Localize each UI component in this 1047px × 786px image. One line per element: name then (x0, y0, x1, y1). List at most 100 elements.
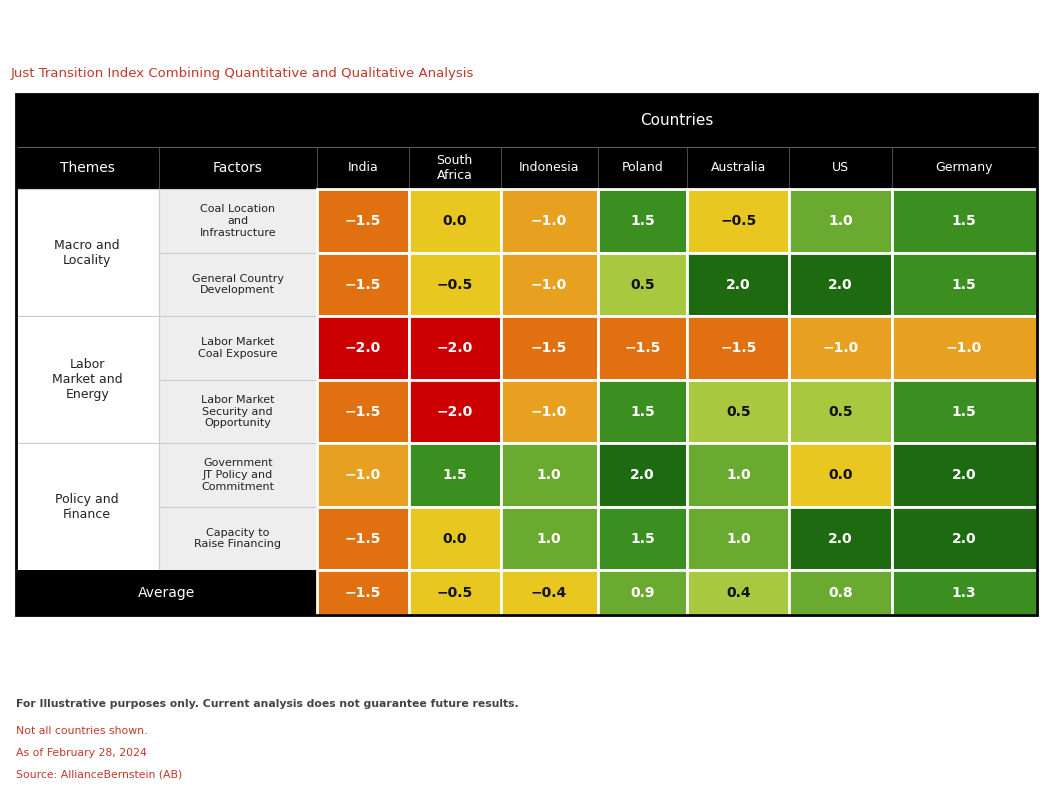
Bar (159, 380, 317, 443)
Bar (789, 507, 892, 571)
Text: As of February 28, 2024: As of February 28, 2024 (16, 747, 147, 758)
Bar (598, 189, 688, 253)
Text: Policy and
Finance: Policy and Finance (55, 493, 119, 521)
Bar (500, 253, 598, 316)
Bar (500, 380, 598, 443)
Bar (598, 443, 688, 507)
Bar (317, 94, 1037, 146)
Bar (688, 507, 789, 571)
Text: 0.5: 0.5 (727, 405, 751, 418)
Bar (408, 316, 500, 380)
Text: 2.0: 2.0 (952, 531, 977, 545)
Text: −1.5: −1.5 (344, 586, 381, 600)
Text: −1.5: −1.5 (344, 277, 381, 292)
Text: −1.0: −1.0 (344, 468, 381, 482)
Text: −1.0: −1.0 (822, 341, 859, 355)
Text: Government
JT Policy and
Commitment: Government JT Policy and Commitment (201, 458, 274, 491)
Text: −0.5: −0.5 (437, 277, 473, 292)
Text: Australia: Australia (711, 161, 766, 174)
Text: 0.8: 0.8 (828, 586, 853, 600)
Bar (317, 507, 408, 571)
Text: Poland: Poland (622, 161, 664, 174)
Bar (500, 507, 598, 571)
Text: Macro and
Locality: Macro and Locality (54, 239, 120, 266)
Bar (892, 380, 1037, 443)
Bar (688, 253, 789, 316)
Bar (688, 443, 789, 507)
Bar (789, 380, 892, 443)
Text: Just Transition Index Combining Quantitative and Qualitative Analysis: Just Transition Index Combining Quantita… (10, 67, 474, 79)
Bar (500, 146, 598, 189)
Bar (688, 189, 789, 253)
Bar (16, 94, 1037, 615)
Text: −1.0: −1.0 (531, 405, 567, 418)
Bar (500, 571, 598, 615)
Bar (159, 507, 317, 571)
Bar (789, 443, 892, 507)
Bar (688, 316, 789, 380)
Bar (16, 316, 159, 443)
Bar (892, 507, 1037, 571)
Text: −1.5: −1.5 (531, 341, 567, 355)
Text: −1.5: −1.5 (344, 214, 381, 228)
Bar (16, 189, 159, 316)
Bar (789, 571, 892, 615)
Bar (408, 507, 500, 571)
Bar (500, 443, 598, 507)
Bar (789, 253, 892, 316)
Text: Germany: Germany (935, 161, 993, 174)
Bar (789, 189, 892, 253)
Text: −2.0: −2.0 (437, 405, 473, 418)
Bar (16, 94, 159, 146)
Text: 0.0: 0.0 (828, 468, 853, 482)
Bar (159, 146, 317, 189)
Text: Factors: Factors (213, 161, 263, 175)
Bar (789, 146, 892, 189)
Text: General Country
Development: General Country Development (192, 274, 284, 296)
Text: 1.0: 1.0 (727, 531, 751, 545)
Text: 1.5: 1.5 (952, 214, 977, 228)
Bar (408, 146, 500, 189)
Text: Indonesia: Indonesia (519, 161, 579, 174)
Text: 1.0: 1.0 (537, 468, 561, 482)
Bar (598, 316, 688, 380)
Bar (408, 253, 500, 316)
Text: Coal Location
and
Infrastructure: Coal Location and Infrastructure (199, 204, 276, 237)
Text: 2.0: 2.0 (828, 531, 853, 545)
Text: Countries: Countries (640, 113, 713, 128)
Bar (598, 507, 688, 571)
Bar (16, 146, 159, 189)
Bar (598, 146, 688, 189)
Text: 1.5: 1.5 (630, 214, 654, 228)
Text: −1.0: −1.0 (531, 214, 567, 228)
Bar (892, 146, 1037, 189)
Bar (408, 443, 500, 507)
Bar (892, 253, 1037, 316)
Text: 0.0: 0.0 (443, 531, 467, 545)
Text: Source: AllianceBernstein (AB): Source: AllianceBernstein (AB) (16, 769, 182, 780)
Text: −1.0: −1.0 (945, 341, 982, 355)
Bar (16, 443, 159, 571)
Text: −2.0: −2.0 (437, 341, 473, 355)
Text: India: India (348, 161, 378, 174)
Text: 2.0: 2.0 (727, 277, 751, 292)
Bar (598, 380, 688, 443)
Text: Not all countries shown.: Not all countries shown. (16, 726, 147, 736)
Bar (159, 443, 317, 507)
Text: 1.0: 1.0 (537, 531, 561, 545)
Text: 1.5: 1.5 (442, 468, 467, 482)
Bar (598, 253, 688, 316)
Text: 0.5: 0.5 (828, 405, 853, 418)
Text: South
Africa: South Africa (437, 154, 473, 182)
Bar (892, 571, 1037, 615)
Text: Themes: Themes (60, 161, 114, 175)
Bar (789, 316, 892, 380)
Text: −0.4: −0.4 (531, 586, 567, 600)
Text: 0.9: 0.9 (630, 586, 654, 600)
Text: −1.5: −1.5 (344, 531, 381, 545)
Bar (317, 380, 408, 443)
Bar (159, 253, 317, 316)
Bar (500, 189, 598, 253)
Text: −0.5: −0.5 (437, 586, 473, 600)
Text: −0.5: −0.5 (720, 214, 757, 228)
